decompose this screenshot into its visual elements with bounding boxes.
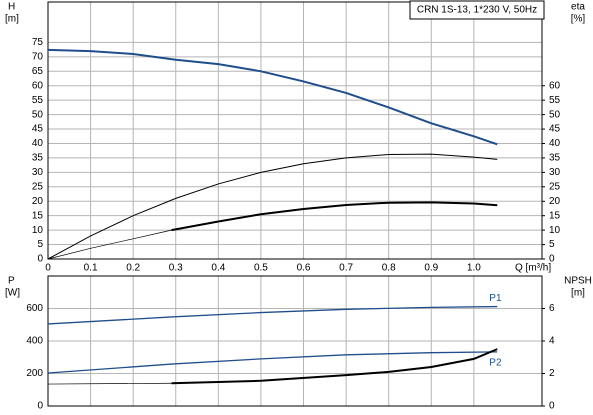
y-tick-label: 600 (26, 303, 43, 314)
y-tick-label: 40 (32, 138, 44, 149)
curve (47, 382, 172, 385)
curve (171, 348, 498, 385)
y2-axis-label: NPSH (564, 276, 592, 287)
y-tick-label: 75 (32, 37, 44, 48)
y-tick-label: 55 (32, 95, 44, 106)
y2-tick-label: 35 (549, 153, 561, 164)
y2-tick-label: 0 (549, 254, 555, 265)
y2-axis-unit: [%] (571, 14, 586, 25)
y-tick-label: 60 (32, 80, 44, 91)
x-tick-label: 0.7 (339, 263, 353, 274)
y-tick-label: 50 (32, 109, 44, 120)
y2-tick-label: 25 (549, 181, 561, 192)
y-tick-label: 0 (37, 254, 43, 265)
y-tick-label: 65 (32, 66, 44, 77)
y2-tick-label: 2 (549, 368, 555, 379)
y-tick-label: 0 (37, 401, 43, 412)
title-box (409, 0, 545, 20)
y2-tick-label: 55 (549, 95, 561, 106)
curve (47, 229, 172, 260)
y-tick-label: 400 (26, 336, 43, 347)
curve (47, 153, 498, 260)
plot-frame (47, 275, 543, 407)
x-tick-label: 0.5 (254, 263, 268, 274)
y2-tick-label: 40 (549, 138, 561, 149)
y-tick-label: 20 (32, 196, 44, 207)
x-tick-label: 1.0 (467, 263, 481, 274)
curve (47, 305, 498, 325)
y-tick-label: 30 (32, 167, 44, 178)
curve (47, 351, 498, 374)
y-tick-label: 200 (26, 368, 43, 379)
y2-axis-unit: [m] (571, 288, 585, 299)
y-tick-label: 10 (32, 225, 44, 236)
y-tick-label: 25 (32, 181, 44, 192)
x-tick-label: 0.8 (382, 263, 396, 274)
chart-title: CRN 1S-13, 1*230 V, 50Hz (417, 5, 537, 16)
y-tick-label: 5 (37, 239, 43, 250)
x-tick-label: 0.3 (169, 263, 183, 274)
y2-tick-label: 5 (549, 239, 555, 250)
x-tick-label: 0 (45, 263, 51, 274)
y-tick-label: 35 (32, 153, 44, 164)
y2-tick-label: 6 (549, 303, 555, 314)
y2-tick-label: 20 (549, 196, 561, 207)
y2-axis-label: eta (571, 2, 585, 13)
series-label: P2 (489, 358, 502, 369)
x-tick-label: 0.9 (424, 263, 438, 274)
y-axis-label: H (8, 2, 15, 13)
y-tick-label: 15 (32, 210, 44, 221)
y2-tick-label: 10 (549, 225, 561, 236)
y2-tick-label: 0 (549, 401, 555, 412)
x-tick-label: 0.1 (84, 263, 98, 274)
x-axis-label: Q [m³/h] (515, 263, 551, 274)
curve (171, 201, 498, 232)
x-tick-label: 0.6 (297, 263, 311, 274)
y2-tick-label: 45 (549, 124, 561, 135)
x-tick-label: 0.4 (211, 263, 225, 274)
curve (47, 48, 498, 146)
plot-frame (47, 1, 543, 260)
series-label: P1 (489, 293, 502, 304)
y-axis-unit: [W] (5, 288, 20, 299)
y-tick-label: 70 (32, 52, 44, 63)
y2-tick-label: 50 (549, 109, 561, 120)
y2-tick-label: 4 (549, 336, 555, 347)
y-axis-label: P (8, 276, 15, 287)
y-tick-label: 45 (32, 124, 44, 135)
y-axis-unit: [m] (5, 14, 19, 25)
y2-tick-label: 60 (549, 80, 561, 91)
x-tick-label: 0.2 (126, 263, 140, 274)
y2-tick-label: 30 (549, 167, 561, 178)
y2-tick-label: 15 (549, 210, 561, 221)
